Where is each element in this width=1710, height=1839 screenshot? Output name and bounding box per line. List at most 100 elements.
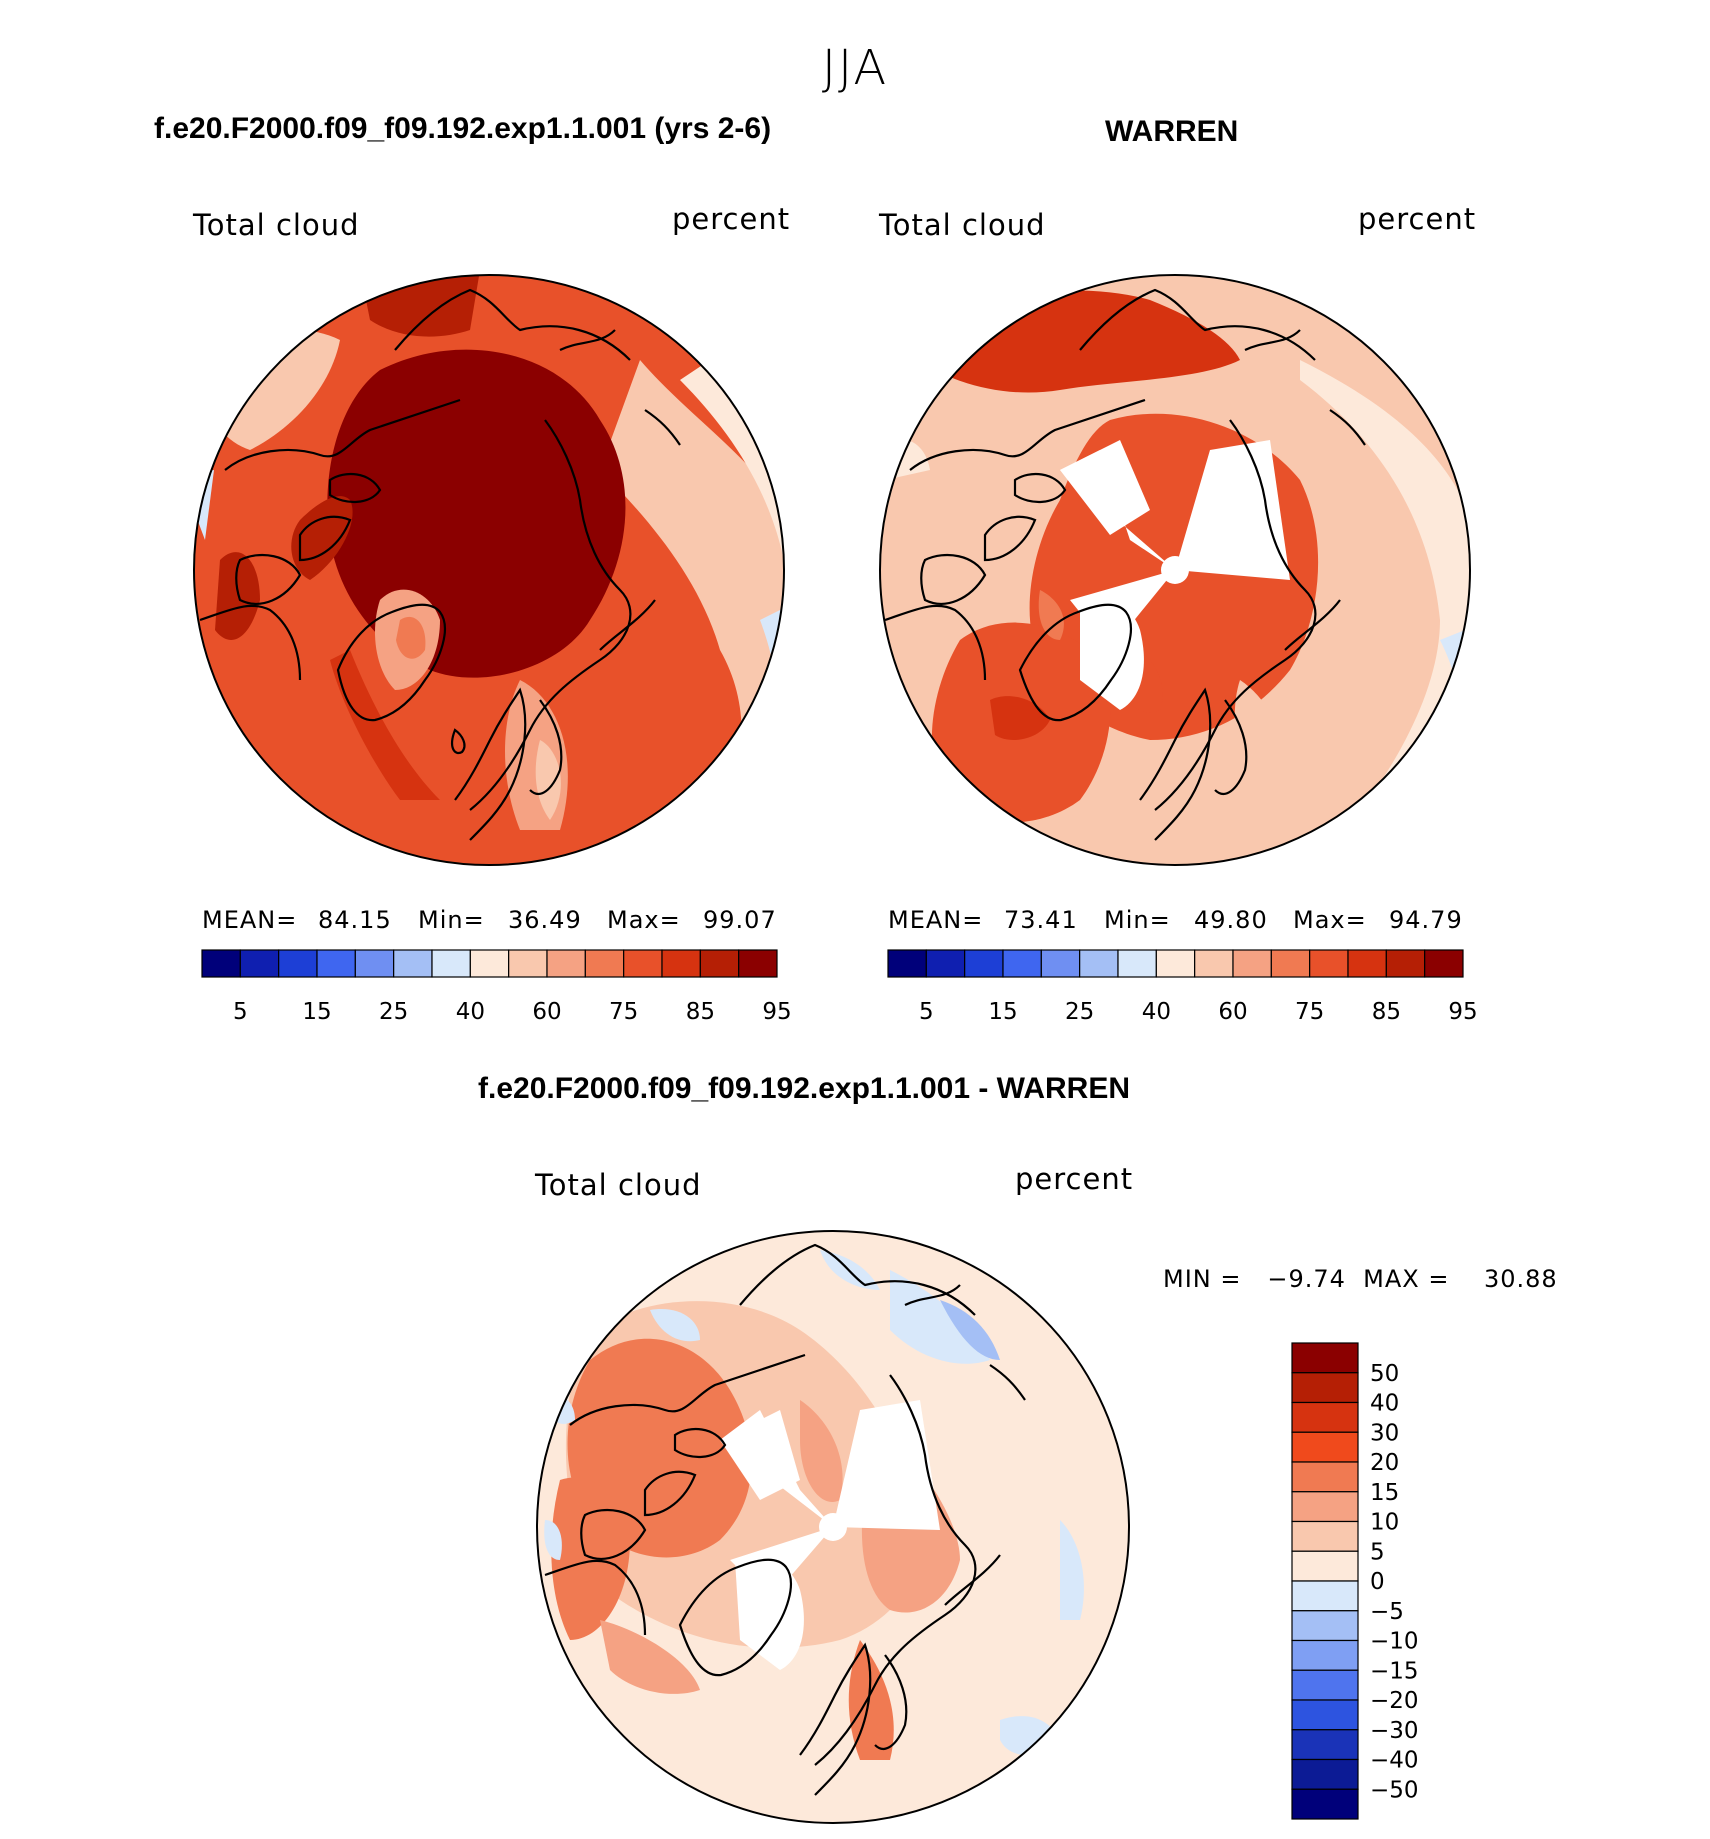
colorbar-3-tick-label: −30 — [1370, 1718, 1419, 1744]
colorbar-2: 5 15 25 40 60 75 85 95 — [887, 949, 1478, 1025]
colorbar-2-swatch — [1155, 949, 1196, 978]
panel-2-max-label: Max= — [1293, 906, 1367, 934]
colorbar-2-swatch — [1002, 949, 1042, 978]
colorbar-3-tick-label: 10 — [1370, 1510, 1399, 1536]
colorbar-1-swatch — [278, 949, 318, 978]
colorbar-2-swatch — [1117, 949, 1157, 978]
colorbar-1-tick-label: 60 — [532, 999, 561, 1025]
figure-title: JJA — [821, 40, 889, 96]
panel-2-mean-label: MEAN= — [888, 906, 984, 934]
colorbar-1-swatch — [623, 949, 663, 978]
colorbar-2-tick-label: 60 — [1218, 999, 1247, 1025]
colorbar-1-swatch — [738, 949, 778, 978]
panel-2-field-label: Total cloud — [879, 208, 1046, 242]
colorbar-3-swatch — [1291, 1610, 1359, 1642]
colorbar-2-tick-label: 5 — [919, 999, 934, 1025]
colorbar-3-swatch — [1291, 1401, 1359, 1433]
colorbar-1-swatch — [661, 949, 701, 978]
colorbar-3-swatch — [1291, 1461, 1359, 1493]
colorbar-2-swatch — [1270, 949, 1311, 978]
colorbar-2-swatch — [1347, 949, 1387, 978]
colorbar-3-swatch — [1291, 1342, 1359, 1374]
colorbar-3-tick-label: 0 — [1370, 1569, 1385, 1595]
colorbar-2-swatch — [1424, 949, 1464, 978]
colorbar-1-swatch — [354, 949, 395, 978]
panel-1-max-label: Max= — [607, 906, 681, 934]
panel-2-case-title: WARREN — [1105, 115, 1239, 148]
panel-3-field-label: Total cloud — [535, 1168, 702, 1202]
panel-2-min-value: 49.80 — [1194, 906, 1268, 934]
colorbar-3-swatch — [1291, 1699, 1359, 1731]
colorbar-2-tick-label: 85 — [1372, 999, 1401, 1025]
colorbar-3-tick-label: 30 — [1370, 1420, 1399, 1446]
colorbar-1-swatch — [201, 949, 241, 978]
colorbar-1: 5 15 25 40 60 75 85 95 — [201, 949, 792, 1025]
colorbar-3-tick-label: −5 — [1370, 1599, 1404, 1625]
map-3-coastlines — [544, 1243, 1026, 1796]
colorbar-1-tick-label: 40 — [456, 999, 485, 1025]
colorbar-1-swatch — [431, 949, 471, 978]
colorbar-3-swatch — [1291, 1729, 1359, 1761]
panel-1-max-value: 99.07 — [703, 906, 777, 934]
colorbar-3-tick-label: 5 — [1370, 1539, 1385, 1565]
map-1-coastlines — [199, 288, 681, 841]
colorbar-2-swatch — [1309, 949, 1349, 978]
colorbar-2-tick-label: 25 — [1065, 999, 1094, 1025]
colorbar-3-tick-label: −15 — [1370, 1658, 1419, 1684]
colorbar-3-swatch — [1291, 1788, 1359, 1820]
colorbar-3-tick-label: 40 — [1370, 1391, 1399, 1417]
colorbar-3-tick-label: −20 — [1370, 1688, 1419, 1714]
panel-1-case-title: f.e20.F2000.f09_f09.192.exp1.1.001 (yrs … — [154, 112, 772, 145]
colorbar-1-tick-label: 85 — [686, 999, 715, 1025]
panel-1-mean-value: 84.15 — [318, 906, 392, 934]
map-1 — [194, 275, 784, 865]
map-3 — [537, 1231, 1129, 1823]
colorbar-3-swatch — [1291, 1431, 1359, 1463]
colorbar-1-swatch — [508, 949, 548, 978]
panel-3-case-title: f.e20.F2000.f09_f09.192.exp1.1.001 - WAR… — [478, 1072, 1131, 1105]
map-2-coastlines — [884, 288, 1366, 841]
colorbar-1-swatch — [546, 949, 586, 978]
colorbar-2-tick-label: 40 — [1142, 999, 1171, 1025]
colorbar-1-tick-label: 15 — [302, 999, 331, 1025]
colorbar-2-tick-label: 15 — [988, 999, 1017, 1025]
colorbar-1-swatch — [239, 949, 280, 978]
colorbar-2-swatch — [1040, 949, 1081, 978]
colorbar-1-swatch — [469, 949, 510, 978]
colorbar-1-tick-label: 25 — [379, 999, 408, 1025]
colorbar-3-swatch — [1291, 1372, 1359, 1404]
panel-2-max-value: 94.79 — [1389, 906, 1463, 934]
colorbar-2-swatch — [925, 949, 966, 978]
panel-2-min-label: Min= — [1104, 906, 1171, 934]
colorbar-3-tick-label: −50 — [1370, 1777, 1419, 1803]
panel-1-mean-label: MEAN= — [202, 906, 298, 934]
panel-1-field-label: Total cloud — [193, 208, 360, 242]
panel-1-min-value: 36.49 — [508, 906, 582, 934]
panel-3-units-label: percent — [1015, 1162, 1134, 1196]
colorbar-3-tick-label: 50 — [1370, 1361, 1399, 1387]
panel-1-units-label: percent — [672, 202, 791, 236]
colorbar-2-swatch — [1079, 949, 1119, 978]
colorbar-1-swatch — [699, 949, 740, 978]
colorbar-1-tick-label: 75 — [609, 999, 638, 1025]
colorbar-3-swatch — [1291, 1491, 1359, 1523]
panel-2-mean-value: 73.41 — [1004, 906, 1078, 934]
colorbar-2-swatch — [1194, 949, 1234, 978]
colorbar-1-swatch — [584, 949, 625, 978]
colorbar-2-swatch — [1232, 949, 1272, 978]
colorbar-2-swatch — [887, 949, 927, 978]
colorbar-3-tick-label: −40 — [1370, 1748, 1419, 1774]
colorbar-1-tick-label: 95 — [762, 999, 791, 1025]
panel-2-units-label: percent — [1358, 202, 1477, 236]
panel-1-min-label: Min= — [418, 906, 485, 934]
colorbar-3-swatch — [1291, 1639, 1359, 1671]
colorbar-2-tick-label: 75 — [1295, 999, 1324, 1025]
colorbar-2-swatch — [1385, 949, 1426, 978]
map-2 — [880, 275, 1470, 865]
colorbar-1-swatch — [316, 949, 356, 978]
colorbar-3-tick-label: 15 — [1370, 1480, 1399, 1506]
colorbar-3-swatch — [1291, 1758, 1359, 1790]
colorbar-3-swatch — [1291, 1669, 1359, 1701]
